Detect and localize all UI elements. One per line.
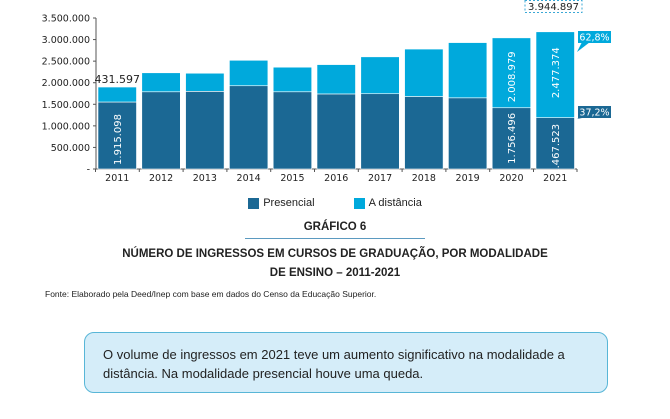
y-tick-label: 2.500.000 <box>42 57 90 68</box>
total-label-box <box>524 0 583 13</box>
bar-presencial-2017 <box>360 93 400 170</box>
data-label-presencial-2020: 1.756.496 <box>507 113 518 164</box>
bar-presencial-2016 <box>316 93 356 170</box>
figure-label: GRÁFICO 6 <box>303 221 367 233</box>
bar-distancia-2018 <box>404 48 444 97</box>
legend-label: Presencial <box>263 197 315 209</box>
y-tick-label: - <box>87 165 90 176</box>
data-label-distancia-2021: 2.477.374 <box>551 47 562 98</box>
data-label-presencial-2011: 1.915.098 <box>113 114 124 165</box>
y-tick-label: 3.500.000 <box>42 14 90 25</box>
legend: Presencial A distância <box>0 197 670 212</box>
pct-box-presencial <box>578 106 611 118</box>
bar-distancia-2012 <box>141 72 181 93</box>
bar-presencial-2021 <box>535 117 575 170</box>
legend-item-distancia: A distância <box>353 197 422 209</box>
y-tick-label: 3.000.000 <box>42 35 90 46</box>
x-tick-label: 2012 <box>149 173 173 184</box>
stacked-bar-chart: - 500.000 1.000.000 1.500.000 2.000.000 2.500… <box>42 0 611 184</box>
bar-distancia-2020 <box>491 37 532 109</box>
x-tick-label: 2020 <box>499 173 523 184</box>
x-tick-label: 2015 <box>280 173 304 184</box>
chart-title: NÚMERO DE INGRESSOS EM CURSOS DE GRADUAÇ… <box>0 245 670 283</box>
legend-label: A distância <box>368 197 422 209</box>
pct-label-presencial-2021: 37,2% <box>579 108 609 119</box>
bar-presencial-2018 <box>404 96 444 170</box>
x-tick-label: 2018 <box>412 173 436 184</box>
bar-presencial-2014 <box>229 85 269 170</box>
x-tick-label: 2013 <box>193 173 217 184</box>
data-label-distancia-2011: 431.597 <box>95 73 141 86</box>
x-tick-label: 2019 <box>456 173 480 184</box>
bar-distancia-2019 <box>448 42 488 99</box>
y-tick-label: 1.500.000 <box>42 100 90 111</box>
x-tick-label: 2017 <box>368 173 392 184</box>
data-label-presencial-2021: 1.467.523 <box>551 124 562 175</box>
legend-item-presencial: Presencial <box>248 197 315 209</box>
chart-title-line: NÚMERO DE INGRESSOS EM CURSOS DE GRADUAÇ… <box>122 248 548 260</box>
x-tick-label: 2021 <box>543 173 567 184</box>
legend-swatch-presencial <box>248 197 260 209</box>
bar-distancia-2011 <box>97 86 137 103</box>
x-tick-label: 2016 <box>324 173 348 184</box>
pct-box-distancia <box>578 31 611 43</box>
y-tick-label: 2.000.000 <box>42 78 90 89</box>
bar-distancia-2013 <box>185 72 225 92</box>
bar-distancia-2016 <box>316 64 356 95</box>
legend-swatch-distancia <box>353 197 365 209</box>
bar-presencial-2012 <box>141 91 181 170</box>
bar-presencial-2019 <box>448 97 488 170</box>
y-tick-label: 500.000 <box>51 143 90 154</box>
chart-title-line: DE ENSINO – 2011-2021 <box>269 267 401 279</box>
bar-distancia-2014 <box>229 59 269 87</box>
bar-presencial-2020 <box>491 107 532 170</box>
x-tick-label: 2011 <box>105 173 129 184</box>
bar-distancia-2017 <box>360 56 400 95</box>
pct-label-distancia-2021: 62,8% <box>579 33 609 44</box>
y-tick-label: 1.000.000 <box>42 121 90 132</box>
divider <box>245 238 425 239</box>
bar-distancia-2015 <box>272 66 313 93</box>
bar-presencial-2015 <box>272 91 313 170</box>
data-label-distancia-2020: 2.008.979 <box>507 51 518 102</box>
callout-pointer <box>577 42 590 52</box>
source-note: Fonte: Elaborado pela Deed/Inep com base… <box>45 289 377 299</box>
bar-distancia-2021 <box>535 31 575 118</box>
bar-presencial-2013 <box>185 91 225 170</box>
x-tick-label: 2014 <box>237 173 261 184</box>
data-label-total-2021: 3.944.897 <box>528 2 579 13</box>
highlight-callout: O volume de ingressos em 2021 teve um au… <box>84 332 608 393</box>
